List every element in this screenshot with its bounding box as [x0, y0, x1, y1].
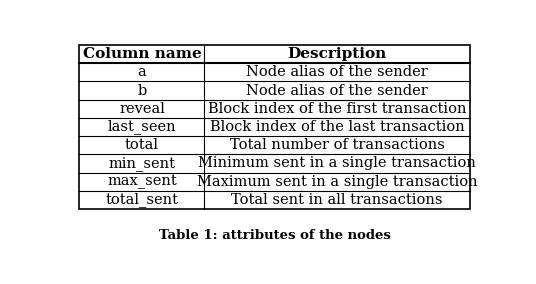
Text: Block index of the last transaction: Block index of the last transaction — [210, 120, 465, 134]
Text: a: a — [138, 65, 146, 79]
Text: max_sent: max_sent — [107, 174, 177, 189]
Text: total: total — [125, 138, 159, 152]
Text: Node alias of the sender: Node alias of the sender — [247, 65, 428, 79]
Bar — [79, 45, 470, 209]
Text: Node alias of the sender: Node alias of the sender — [247, 83, 428, 98]
Text: b: b — [137, 83, 146, 98]
Text: Table 1: attributes of the nodes: Table 1: attributes of the nodes — [159, 229, 391, 242]
Text: Block index of the first transaction: Block index of the first transaction — [208, 102, 466, 116]
Text: reveal: reveal — [119, 102, 165, 116]
Text: Total number of transactions: Total number of transactions — [230, 138, 445, 152]
Text: Column name: Column name — [83, 47, 202, 61]
Text: min_sent: min_sent — [108, 156, 175, 171]
Text: Total sent in all transactions: Total sent in all transactions — [232, 193, 443, 207]
Text: total_sent: total_sent — [106, 193, 178, 207]
Text: Minimum sent in a single transaction: Minimum sent in a single transaction — [198, 156, 476, 170]
Text: last_seen: last_seen — [108, 120, 176, 134]
Text: Description: Description — [287, 47, 387, 61]
Text: Maximum sent in a single transaction: Maximum sent in a single transaction — [197, 175, 478, 189]
